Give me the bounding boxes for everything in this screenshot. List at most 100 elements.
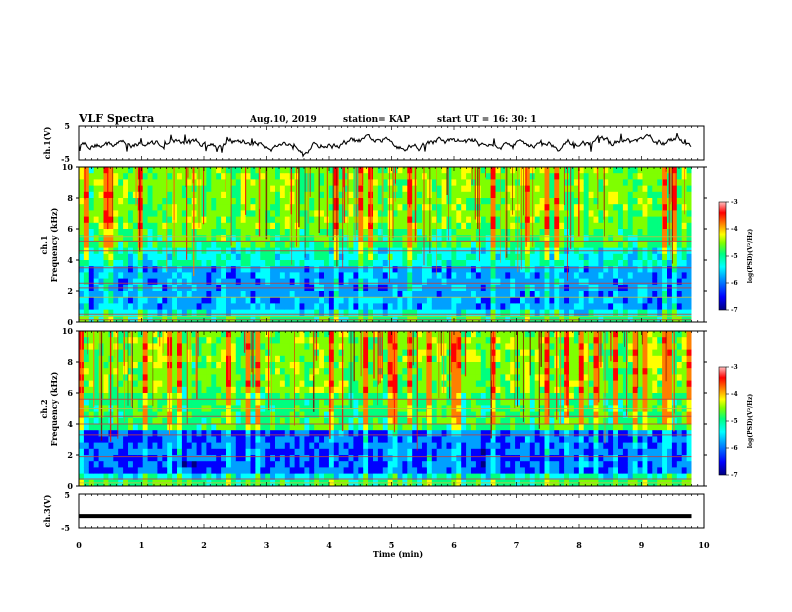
spectrogram-cell	[304, 210, 310, 217]
spectrogram-cell	[676, 216, 683, 224]
spectrogram-cell	[309, 393, 315, 400]
spectrogram-cell	[191, 343, 197, 350]
spectrogram-cell	[270, 362, 276, 369]
spectrogram-cell	[569, 253, 575, 261]
spectrogram-cell	[436, 191, 442, 199]
spectrogram-cell	[83, 368, 90, 375]
spectrogram-cell	[529, 173, 536, 180]
spectrogram-cell	[181, 442, 188, 450]
spectrogram-cell	[265, 303, 271, 310]
spectrogram-cell	[338, 241, 344, 248]
spectrogram-cell	[446, 167, 452, 174]
ch1-colorbar	[718, 201, 727, 311]
ch1-colorbar-label: log(PSD)(V²/Hz)	[747, 229, 754, 284]
spectrogram-cell	[358, 260, 364, 267]
spectrogram-cell	[206, 272, 212, 279]
spectrogram-cell	[108, 191, 114, 199]
spectrogram-cell	[343, 266, 349, 273]
spectrogram-cell	[289, 411, 295, 419]
spectrogram-cell	[172, 368, 178, 375]
spectrogram-cell	[647, 173, 653, 180]
spectrogram-cell	[221, 399, 227, 406]
spectrogram-cell	[132, 411, 139, 419]
spectrogram-cell	[235, 315, 242, 322]
spectrogram-cell	[397, 442, 403, 450]
spectrogram-cell	[593, 173, 599, 180]
spectrogram-cell	[608, 222, 614, 230]
spectrogram-cell	[402, 173, 408, 180]
spectrogram-cell	[132, 309, 139, 317]
spectrogram-cell	[529, 272, 536, 279]
spectrogram-cell	[245, 430, 251, 437]
spectrogram-cell	[167, 204, 173, 211]
spectrogram-cell	[206, 355, 212, 363]
spectrogram-cell	[358, 448, 364, 456]
spectrogram-cell	[172, 315, 178, 322]
spectrogram-cell	[157, 241, 163, 248]
spectrogram-cell	[279, 241, 286, 248]
spectrogram-cell	[270, 417, 276, 425]
spectrogram-cell	[299, 198, 305, 205]
spectrogram-cell	[211, 343, 217, 350]
spectrogram-cell	[83, 241, 90, 248]
spectrogram-cell	[348, 266, 354, 273]
spectrogram-cell	[260, 167, 266, 174]
spectrogram-cell	[128, 260, 134, 267]
spectrogram-cell	[613, 185, 619, 193]
spectrogram-cell	[230, 272, 237, 279]
spectrogram-cell	[226, 461, 232, 468]
spectrogram-cell	[270, 235, 276, 242]
spectrogram-cell	[206, 374, 212, 381]
spectrogram-cell	[471, 179, 477, 186]
spectrogram-cell	[265, 448, 271, 456]
spectrogram-cell	[662, 179, 668, 186]
spectrogram-cell	[128, 185, 134, 193]
spectrogram-cell	[177, 222, 183, 230]
spectrogram-cell	[377, 399, 384, 406]
spectrogram-cell	[304, 355, 310, 363]
spectrogram-cell	[333, 386, 340, 394]
spectrogram-cell	[382, 362, 389, 369]
spectrogram-cell	[206, 229, 212, 236]
spectrogram-cell	[284, 297, 291, 304]
spectrogram-cell	[83, 430, 90, 437]
spectrogram-cell	[456, 216, 462, 224]
spectrogram-cell	[255, 436, 261, 443]
spectrogram-cell	[304, 297, 310, 304]
spectrogram-cell	[676, 222, 683, 230]
spectrogram-cell	[622, 167, 629, 174]
spectrogram-cell	[279, 455, 286, 462]
spectrogram-cell	[392, 278, 398, 286]
spectrogram-cell	[255, 380, 261, 388]
spectrogram-cell	[221, 235, 227, 242]
spectrogram-cell	[441, 303, 447, 310]
spectrogram-cell	[608, 216, 614, 224]
spectrogram-cell	[578, 210, 585, 217]
spectrogram-cell	[681, 291, 687, 298]
spectrogram-cell	[598, 303, 604, 310]
spectrogram-cell	[407, 297, 413, 304]
spectrogram-cell	[353, 266, 359, 273]
spectrogram-cell	[181, 260, 188, 267]
spectrogram-cell	[368, 386, 374, 394]
spectrogram-cell	[671, 179, 678, 186]
spectrogram-cell	[181, 303, 188, 310]
spectrogram-cell	[412, 343, 418, 350]
spectrogram-cell	[392, 291, 398, 298]
spectrogram-cell	[177, 393, 183, 400]
spectrogram-cell	[284, 260, 291, 267]
spectrogram-cell	[505, 241, 511, 248]
spectrogram-cell	[397, 355, 403, 363]
spectrogram-cell	[230, 173, 237, 180]
spectrogram-cell	[162, 216, 168, 224]
spectrogram-cell	[260, 436, 266, 443]
spectrogram-cell	[627, 260, 634, 267]
spectrogram-cell	[88, 291, 95, 298]
spectrogram-cell	[113, 241, 119, 248]
spectrogram-cell	[108, 278, 114, 286]
spectrogram-cell	[152, 167, 158, 174]
spectrogram-cell	[93, 185, 99, 193]
spectrogram-cell	[275, 411, 281, 419]
spectrogram-cell	[613, 216, 619, 224]
spectrogram-cell	[289, 430, 295, 437]
